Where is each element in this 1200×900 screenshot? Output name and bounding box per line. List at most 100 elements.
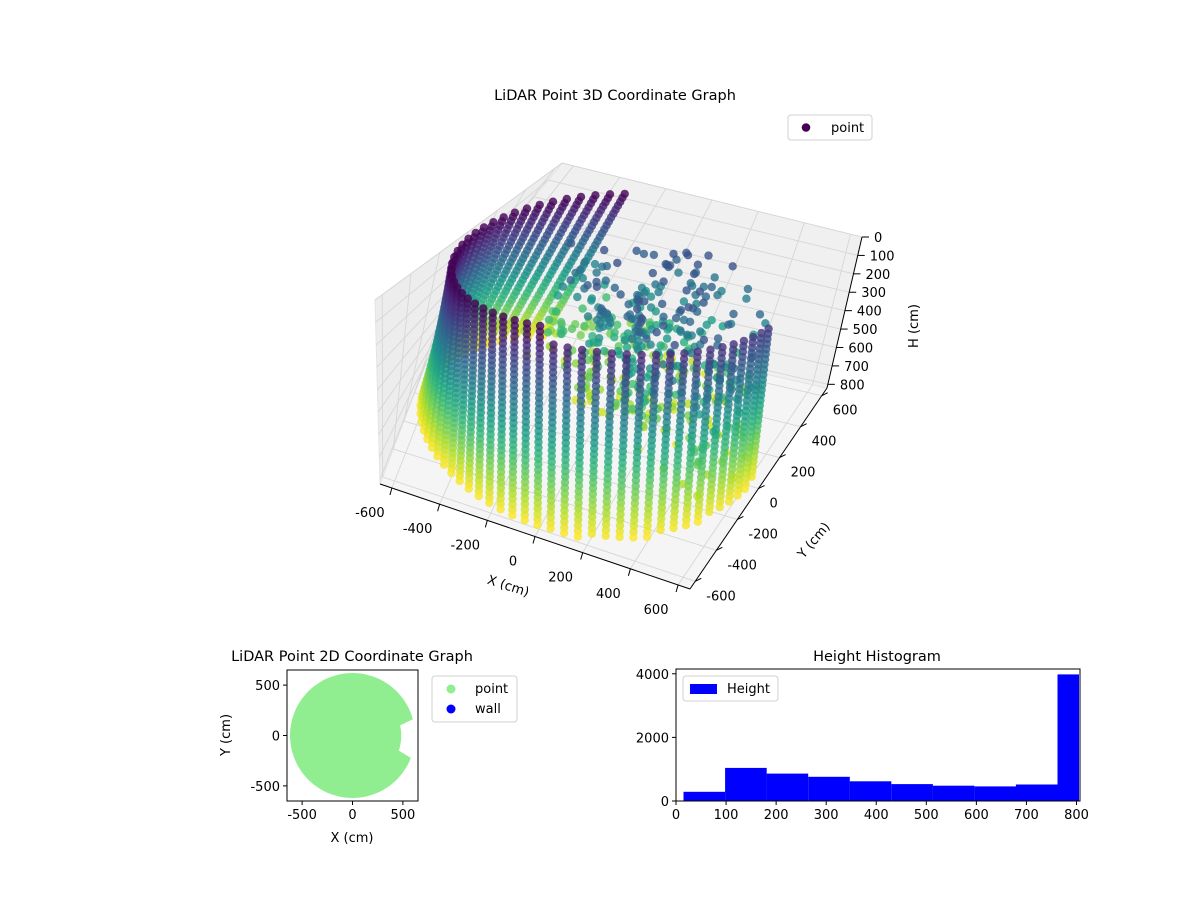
chart-3d-tick-labels: -600 -400 -200 0 200 400 600 -600 -400 -200 0 200 40… xyxy=(355,231,894,618)
scatter-point xyxy=(693,260,703,269)
scatter-point xyxy=(654,288,663,297)
scatter-point xyxy=(683,330,692,339)
scatter-point xyxy=(628,334,637,344)
scatter-point xyxy=(649,250,659,260)
scatter-point xyxy=(636,318,645,327)
scatter-point xyxy=(587,529,596,538)
histogram-legend: Height xyxy=(682,675,779,702)
scatter-point xyxy=(687,348,696,358)
scatter-point xyxy=(566,276,575,285)
scatter-point xyxy=(613,320,622,329)
y-tick-label: -200 xyxy=(748,527,778,542)
scatter-point xyxy=(629,533,638,542)
scatter-point xyxy=(597,407,606,417)
scatter-point xyxy=(567,324,577,334)
legend-marker-wall-2d xyxy=(446,704,456,714)
scatter-point xyxy=(693,517,702,526)
scatter-point xyxy=(595,334,604,343)
grid-line-y xyxy=(403,252,738,520)
scatter-point xyxy=(433,452,442,461)
legend-swatch-height xyxy=(690,684,717,694)
x-tick-label: -500 xyxy=(287,808,317,823)
histogram-ticks: 0 100 200 300 400 500 600 700 800 0 2000 4000 xyxy=(636,668,1089,823)
histogram-bar xyxy=(849,781,892,801)
y-tick-mark xyxy=(695,577,702,582)
scatter-point xyxy=(485,498,494,508)
chart-3d-legend: point xyxy=(787,114,873,141)
chart-2d-xlabel: X (cm) xyxy=(331,831,374,846)
x-tick-label: 400 xyxy=(864,808,889,823)
y-tick-mark xyxy=(821,392,828,397)
y-tick-label: 0 xyxy=(272,730,280,745)
x-tick-label: -400 xyxy=(403,522,433,537)
scatter-point xyxy=(601,276,610,285)
scatter-point-cloud xyxy=(290,673,413,798)
scatter-point xyxy=(755,310,765,319)
scatter-point xyxy=(639,249,649,259)
chart-2d-legend: point wall xyxy=(431,675,518,723)
legend-label-point-2d: point xyxy=(475,682,508,697)
scatter-point xyxy=(628,404,637,414)
scatter-point xyxy=(455,476,464,486)
x-tick-label: 0 xyxy=(348,808,356,823)
scatter-point xyxy=(683,399,693,409)
x-tick-label: 500 xyxy=(390,808,415,823)
chart-3d-zlabel: H (cm) xyxy=(907,304,922,348)
scatter-point xyxy=(427,443,437,452)
x-tick-label: -600 xyxy=(355,506,385,521)
scatter-point xyxy=(695,287,705,296)
histogram-title: Height Histogram xyxy=(813,649,941,665)
scatter-point xyxy=(622,343,632,352)
scatter-point xyxy=(588,322,597,331)
scatter-point xyxy=(600,245,609,255)
scatter-point xyxy=(676,326,685,335)
scatter-point xyxy=(683,251,693,260)
y-tick-mark xyxy=(758,485,765,489)
scatter-point xyxy=(615,350,624,359)
scatter-point xyxy=(686,279,695,288)
x-tick-label: 300 xyxy=(814,808,839,823)
histogram-bar xyxy=(808,776,850,801)
y-tick-label: 4000 xyxy=(636,668,669,683)
scatter-point xyxy=(670,340,679,350)
z-tick-label: 300 xyxy=(861,286,886,301)
x-tick-mark xyxy=(627,568,631,576)
scatter-point xyxy=(583,281,592,290)
scatter-point xyxy=(640,297,649,306)
x-tick-label: 500 xyxy=(914,808,939,823)
scatter-point xyxy=(651,280,660,289)
scatter-point xyxy=(533,520,542,530)
scatter-point xyxy=(610,333,619,342)
scatter-point xyxy=(662,334,672,343)
scatter-point xyxy=(624,300,633,309)
legend-marker-point-2d xyxy=(446,684,456,694)
scatter-point xyxy=(595,319,605,328)
legend-marker-point xyxy=(801,123,811,132)
scatter-point xyxy=(642,334,651,343)
scatter-point xyxy=(632,246,641,255)
scatter-point xyxy=(601,531,610,540)
scatter-point xyxy=(729,309,738,319)
scatter-point xyxy=(696,327,705,336)
scatter-point xyxy=(620,336,629,345)
scatter-point xyxy=(508,511,517,520)
scatter-point xyxy=(669,523,678,533)
scatter-point xyxy=(710,273,719,282)
scatter-point xyxy=(682,286,691,295)
y-tick-label: 0 xyxy=(770,497,778,512)
grid-line-x xyxy=(677,234,851,586)
scatter-point xyxy=(646,340,655,349)
y-tick-mark xyxy=(716,546,723,551)
scatter-point xyxy=(690,269,699,279)
grid-line-z xyxy=(375,196,854,346)
scatter-point xyxy=(702,320,711,329)
scatter-point xyxy=(699,298,708,307)
scatter-point xyxy=(658,299,667,309)
histogram-bar xyxy=(766,773,809,801)
y-tick-label: -500 xyxy=(250,780,280,795)
scatter-point xyxy=(659,321,668,330)
x-tick-label: 600 xyxy=(964,808,989,823)
scatter-point xyxy=(600,346,609,356)
scatter-point xyxy=(662,260,672,270)
scatter-point xyxy=(580,258,589,267)
